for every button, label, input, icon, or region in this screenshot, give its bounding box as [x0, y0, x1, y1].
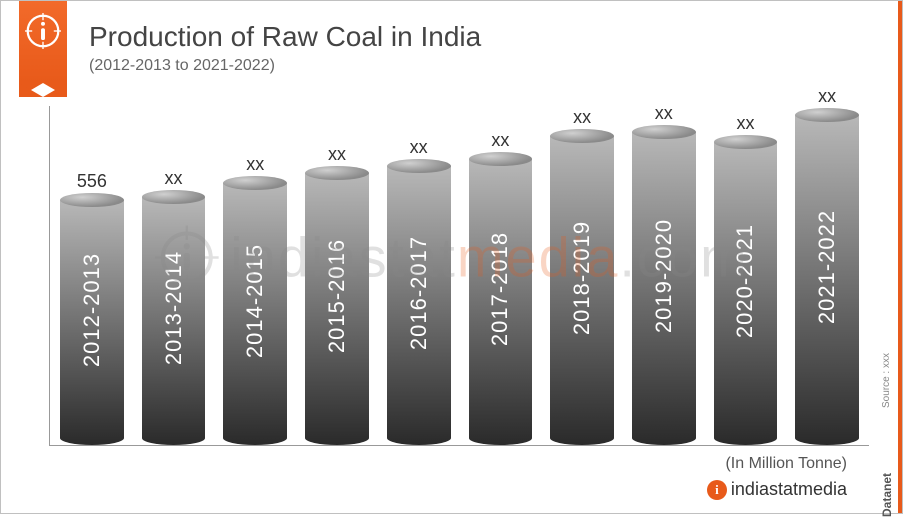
- bar: 556 2012-2013: [60, 171, 124, 445]
- bar-value: xx: [246, 154, 264, 175]
- unit-label: (In Million Tonne): [725, 455, 847, 473]
- bar-label: 2015-2016: [324, 239, 350, 353]
- bar-value: xx: [410, 137, 428, 158]
- bar: xx 2015-2016: [305, 144, 369, 445]
- source-text: Source : xxx: [881, 353, 892, 408]
- bars-container: 556 2012-2013 xx 2013-2014 xx 2014-2015 xx 2015…: [50, 106, 869, 445]
- chart-area: 556 2012-2013 xx 2013-2014 xx 2014-2015 xx 2015…: [49, 106, 869, 446]
- bar-label: 2012-2013: [79, 252, 105, 366]
- bar: xx 2021-2022: [795, 86, 859, 445]
- bar: xx 2017-2018: [469, 130, 533, 445]
- bar-value: xx: [655, 103, 673, 124]
- bar-label: 2018-2019: [569, 220, 595, 334]
- footer-logo: i indiastatmedia: [707, 479, 847, 500]
- bar: xx 2020-2021: [714, 113, 778, 445]
- bar: xx 2016-2017: [387, 137, 451, 445]
- bar-value: xx: [818, 86, 836, 107]
- bar-value: xx: [165, 168, 183, 189]
- side-brand: Datanet: [880, 473, 894, 517]
- bar: xx 2014-2015: [223, 154, 287, 445]
- bar-label: 2016-2017: [406, 235, 432, 349]
- bar: xx 2018-2019: [550, 107, 614, 445]
- bar-value: xx: [736, 113, 754, 134]
- bar-label: 2013-2014: [161, 251, 187, 365]
- bar: xx 2019-2020: [632, 103, 696, 445]
- info-icon: [25, 13, 61, 49]
- bar-label: 2014-2015: [242, 244, 268, 358]
- footer-logo-text: indiastatmedia: [731, 479, 847, 500]
- chart-title: Production of Raw Coal in India: [89, 21, 481, 53]
- bar-value: 556: [77, 171, 107, 192]
- bar-value: xx: [328, 144, 346, 165]
- footer-info-icon: i: [707, 480, 727, 500]
- accent-bar: [898, 1, 902, 513]
- bar-value: xx: [573, 107, 591, 128]
- bar-label: 2021-2022: [814, 210, 840, 324]
- bar-label: 2017-2018: [487, 232, 513, 346]
- header-ribbon: [19, 1, 67, 83]
- chart-subtitle: (2012-2013 to 2021-2022): [89, 57, 481, 75]
- bar-label: 2019-2020: [651, 218, 677, 332]
- bar-label: 2020-2021: [732, 223, 758, 337]
- bar: xx 2013-2014: [142, 168, 206, 445]
- title-block: Production of Raw Coal in India (2012-20…: [89, 21, 481, 75]
- bar-value: xx: [491, 130, 509, 151]
